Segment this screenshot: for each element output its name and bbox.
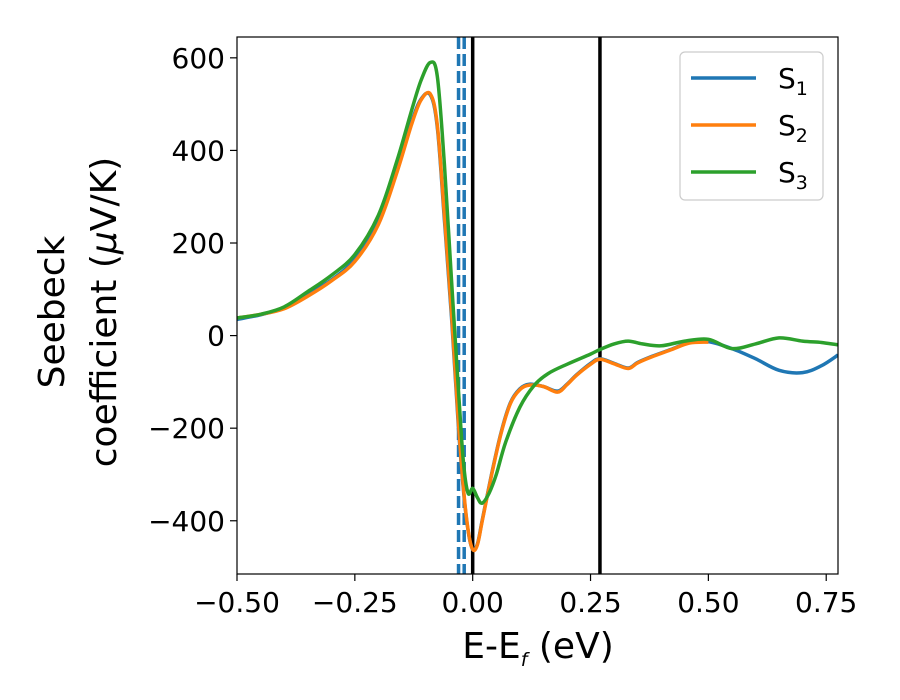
series-line-s2 bbox=[237, 90, 709, 553]
x-tick-label: 0.50 bbox=[677, 586, 739, 619]
x-axis: −0.50 −0.25 0.00 0.25 0.50 0.75 bbox=[194, 574, 857, 619]
plot-frame bbox=[236, 36, 839, 575]
y-axis: −400 −200 0 200 400 600 bbox=[148, 42, 237, 538]
y-tick-label: −400 bbox=[148, 505, 225, 538]
x-tick-label: 0.25 bbox=[559, 586, 621, 619]
series-line-s3 bbox=[237, 60, 838, 506]
legend: S1 S2 S3 bbox=[679, 51, 824, 201]
x-axis-label: E-Ef (eV) bbox=[462, 626, 614, 671]
y-axis-label-line2: coefficient (μV/K) bbox=[84, 157, 125, 467]
y-axis-label-line1: Seebeck bbox=[32, 235, 73, 388]
legend-label-s1: S1 bbox=[778, 62, 808, 100]
legend-label-s2: S2 bbox=[778, 109, 808, 147]
y-tick-label: 200 bbox=[172, 227, 225, 260]
y-tick-label: 600 bbox=[172, 42, 225, 75]
x-tick-label: 0.75 bbox=[795, 586, 857, 619]
x-tick-label: 0.00 bbox=[442, 586, 504, 619]
y-tick-label: 0 bbox=[207, 320, 225, 353]
y-tick-label: −200 bbox=[148, 412, 225, 445]
legend-label-s3: S3 bbox=[778, 156, 808, 194]
x-tick-label: −0.25 bbox=[312, 586, 398, 619]
y-tick-label: 400 bbox=[172, 134, 225, 167]
series-group bbox=[237, 60, 838, 553]
x-tick-label: −0.50 bbox=[194, 586, 280, 619]
y-axis-label: Seebeck coefficient (μV/K) bbox=[32, 157, 125, 467]
